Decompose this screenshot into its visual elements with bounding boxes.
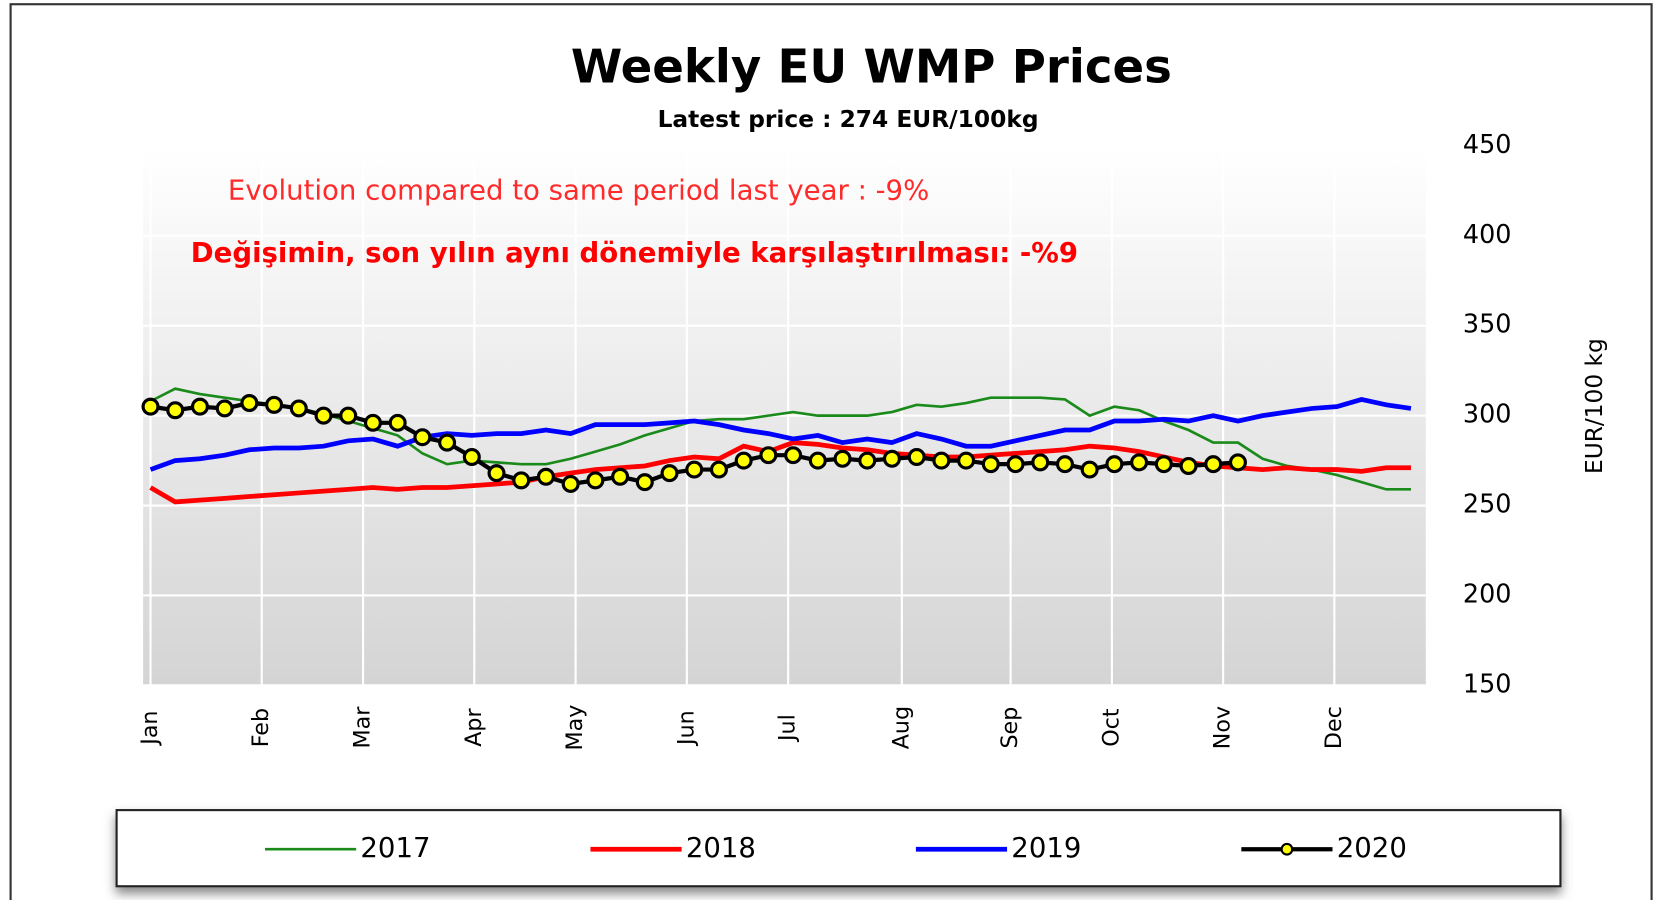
x-tick-label: Jan	[137, 711, 163, 747]
marker	[166, 401, 185, 420]
marker	[907, 447, 926, 466]
marker	[685, 460, 704, 479]
marker	[784, 446, 803, 465]
marker	[709, 460, 728, 479]
x-tick-label: Mar	[350, 706, 376, 749]
marker	[438, 433, 457, 452]
marker	[1006, 455, 1025, 474]
x-tick-label: Dec	[1321, 706, 1347, 749]
marker	[512, 471, 531, 490]
marker	[561, 474, 580, 493]
marker	[215, 399, 234, 418]
marker	[808, 451, 827, 470]
annotation: Değişimin, son yılın aynı dönemiyle karş…	[191, 237, 1078, 269]
x-tick-label: May	[562, 705, 588, 751]
marker	[586, 471, 605, 490]
legend-marker	[1280, 842, 1294, 856]
y-tick-label: 200	[1463, 578, 1512, 608]
marker	[1154, 455, 1173, 474]
marker	[1179, 456, 1198, 475]
marker	[388, 413, 407, 432]
x-tick-label: Jul	[775, 714, 801, 743]
y-tick-label: 250	[1463, 489, 1512, 519]
marker	[660, 464, 679, 483]
marker	[932, 451, 951, 470]
marker	[141, 397, 160, 416]
marker	[1055, 455, 1074, 474]
marker	[1228, 453, 1247, 472]
marker	[314, 406, 333, 425]
marker	[413, 428, 432, 447]
chart-subtitle: Latest price : 274 EUR/100kg	[658, 106, 1039, 133]
marker	[1031, 453, 1050, 472]
marker	[289, 399, 308, 418]
y-tick-label: 450	[1463, 129, 1512, 159]
x-tick-label: Nov	[1210, 706, 1236, 749]
marker	[1204, 455, 1223, 474]
annotation: Evolution compared to same period last y…	[228, 174, 929, 206]
series-line	[149, 387, 1411, 491]
series-line	[149, 396, 1412, 472]
x-tick-label: Sep	[997, 707, 1023, 749]
marker	[957, 451, 976, 470]
marker	[1105, 455, 1124, 474]
chart-title: Weekly EU WMP Prices	[571, 39, 1172, 93]
legend-label: 2018	[686, 832, 756, 864]
x-tick-label: Jun	[673, 710, 699, 747]
x-tick-label: Oct	[1098, 708, 1124, 747]
marker	[363, 413, 382, 432]
x-tick-label: Feb	[248, 708, 274, 747]
x-tick-label: Aug	[888, 706, 914, 749]
y-tick-label: 150	[1463, 668, 1512, 698]
marker	[833, 449, 852, 468]
marker	[1130, 453, 1149, 472]
legend-label: 2020	[1337, 832, 1407, 864]
marker	[759, 446, 778, 465]
marker	[339, 406, 358, 425]
marker	[462, 447, 481, 466]
legend-label: 2019	[1011, 832, 1081, 864]
y-tick-label: 300	[1463, 399, 1512, 429]
y-tick-label: 400	[1463, 219, 1512, 249]
marker	[536, 467, 555, 486]
y-axis-label: EUR/100 kg	[1581, 338, 1608, 474]
marker	[190, 397, 209, 416]
x-tick-label: Apr	[461, 708, 487, 747]
marker	[240, 394, 259, 413]
marker	[1080, 460, 1099, 479]
marker	[265, 395, 284, 414]
marker	[882, 449, 901, 468]
marker	[611, 467, 630, 486]
legend-label: 2017	[360, 832, 430, 864]
marker	[734, 451, 753, 470]
y-tick-label: 350	[1463, 309, 1512, 339]
marker	[487, 464, 506, 483]
marker	[858, 451, 877, 470]
marker	[981, 455, 1000, 474]
marker	[635, 473, 654, 492]
